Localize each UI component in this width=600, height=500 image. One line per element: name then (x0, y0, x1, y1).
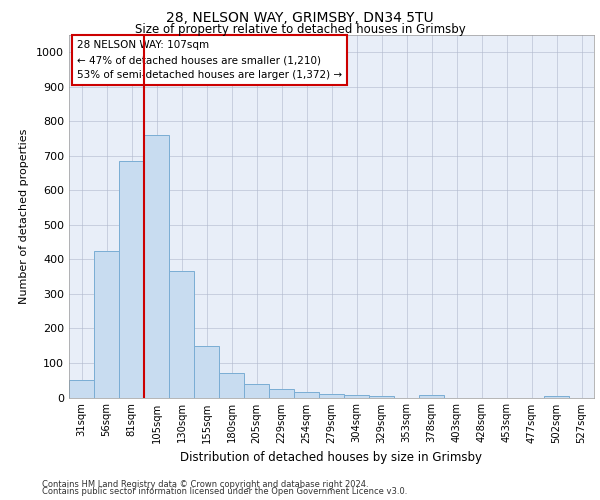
Bar (169, 272, 194, 398)
Bar (369, 396, 394, 398)
Y-axis label: Number of detached properties: Number of detached properties (19, 128, 29, 304)
Text: Size of property relative to detached houses in Grimsby: Size of property relative to detached ho… (134, 22, 466, 36)
Bar (144, 135, 169, 398)
Bar (319, 394, 344, 398)
Bar (219, 374, 244, 398)
Bar (419, 394, 444, 398)
Bar (94, 251, 119, 398)
Text: 28, NELSON WAY, GRIMSBY, DN34 5TU: 28, NELSON WAY, GRIMSBY, DN34 5TU (166, 11, 434, 25)
Bar (69, 380, 94, 398)
Bar (119, 161, 144, 398)
Text: Contains HM Land Registry data © Crown copyright and database right 2024.: Contains HM Land Registry data © Crown c… (42, 480, 368, 489)
Bar (294, 392, 319, 398)
Bar (269, 389, 294, 398)
X-axis label: Distribution of detached houses by size in Grimsby: Distribution of detached houses by size … (181, 451, 482, 464)
Text: 28 NELSON WAY: 107sqm
← 47% of detached houses are smaller (1,210)
53% of semi-d: 28 NELSON WAY: 107sqm ← 47% of detached … (77, 40, 342, 80)
Bar (544, 396, 569, 398)
Text: Contains public sector information licensed under the Open Government Licence v3: Contains public sector information licen… (42, 487, 407, 496)
Bar (344, 394, 369, 398)
Bar (194, 346, 219, 398)
Bar (244, 384, 269, 398)
